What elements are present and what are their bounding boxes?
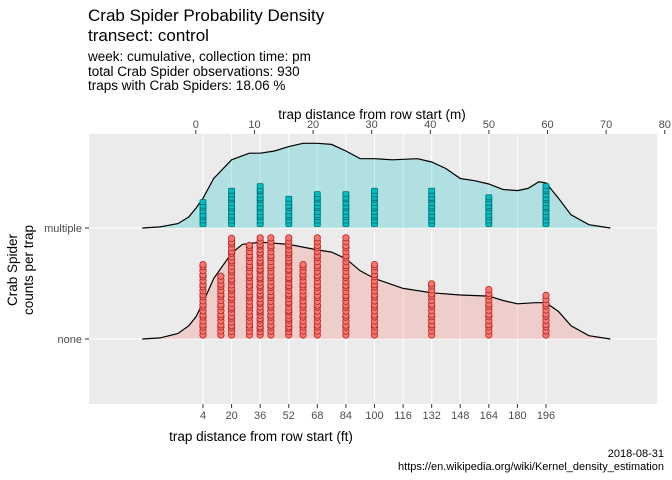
density-line-multiple [142, 142, 611, 229]
data-point-multiple [542, 183, 550, 190]
y-tick-label-none: none [58, 334, 82, 346]
y-axis-title-line-2: counts per trap [21, 225, 36, 315]
x2-axis-title: trap distance from row start (m) [278, 107, 466, 122]
x-tick-label: 196 [537, 410, 555, 422]
data-point-none [245, 241, 254, 249]
x2-tick-label: 20 [307, 119, 319, 131]
axes: 4 20 36 52 68 84 100 116 132 148 164 180 196 0 10 20 30 4… [44, 119, 671, 422]
x-tick-label: 4 [200, 410, 206, 422]
x2-tick-label: 0 [193, 119, 199, 131]
data-point-none [285, 234, 293, 242]
x2-tick-label: 10 [248, 119, 260, 131]
x-tick-label: 164 [480, 410, 498, 422]
x-tick-label: 52 [283, 410, 295, 422]
data-point-none [227, 234, 236, 242]
x2-tick-label: 60 [541, 119, 553, 131]
data-point-none [542, 291, 550, 299]
subtitle-observations: total Crab Spider observations: 930 [88, 63, 300, 79]
data-point-none [370, 260, 379, 269]
points-none [199, 234, 550, 339]
x2-tick-label: 30 [366, 119, 378, 131]
data-point-multiple [342, 191, 350, 198]
data-point-multiple [313, 191, 321, 198]
caption-date: 2018-08-31 [607, 448, 664, 460]
chart-title-line-2: transect: control [88, 26, 209, 45]
y-axis-title-line-1: Crab Spider [5, 233, 20, 306]
x2-tick-label: 80 [659, 119, 671, 131]
x-tick-label: 180 [508, 410, 526, 422]
chart-title: Crab Spider Probability Density transect… [88, 6, 324, 46]
data-point-multiple [228, 187, 236, 194]
chart-title-line-1: Crab Spider Probability Density [88, 6, 325, 25]
data-point-multiple [285, 195, 293, 202]
x-tick-label: 20 [225, 410, 237, 422]
x-tick-label: 100 [365, 410, 383, 422]
x-tick-label: 116 [394, 410, 412, 422]
x-tick-label: 84 [340, 410, 352, 422]
density-ridges [142, 142, 611, 340]
chart-subtitle: week: cumulative, collection time: pm to… [88, 49, 311, 94]
ridge-multiple [142, 142, 611, 229]
x2-tick-label: 70 [600, 119, 612, 131]
subtitle-traps: traps with Crab Spiders: 18.06 % [88, 78, 286, 93]
data-point-none [485, 285, 493, 294]
x-tick-label: 132 [422, 410, 440, 422]
x-axis-title: trap distance from row start (ft) [169, 429, 353, 444]
x-tick-label: 36 [254, 410, 266, 422]
ridge-none [142, 234, 611, 340]
x-tick-label: 68 [311, 410, 323, 422]
density-line-none [142, 241, 611, 340]
data-point-none [256, 234, 264, 242]
data-point-multiple [485, 194, 493, 201]
data-point-multiple [428, 187, 436, 194]
x2-tick-label: 40 [424, 119, 436, 131]
data-point-none [428, 280, 436, 288]
subtitle-week: week: cumulative, collection time: pm [88, 49, 311, 64]
x-tick-label: 148 [451, 410, 469, 422]
data-point-multiple [371, 187, 378, 194]
data-point-none [199, 260, 207, 269]
y-tick-label-multiple: multiple [44, 223, 82, 235]
data-point-none [342, 234, 350, 242]
caption-source: https://en.wikipedia.org/wiki/Kernel_den… [398, 461, 664, 473]
x2-tick-label: 50 [483, 119, 495, 131]
points-multiple [199, 183, 550, 227]
data-point-none [217, 272, 225, 280]
data-point-multiple [199, 199, 207, 206]
data-point-none [313, 234, 321, 242]
data-point-none [299, 260, 307, 269]
data-point-multiple [256, 183, 264, 190]
data-point-none [267, 234, 275, 242]
